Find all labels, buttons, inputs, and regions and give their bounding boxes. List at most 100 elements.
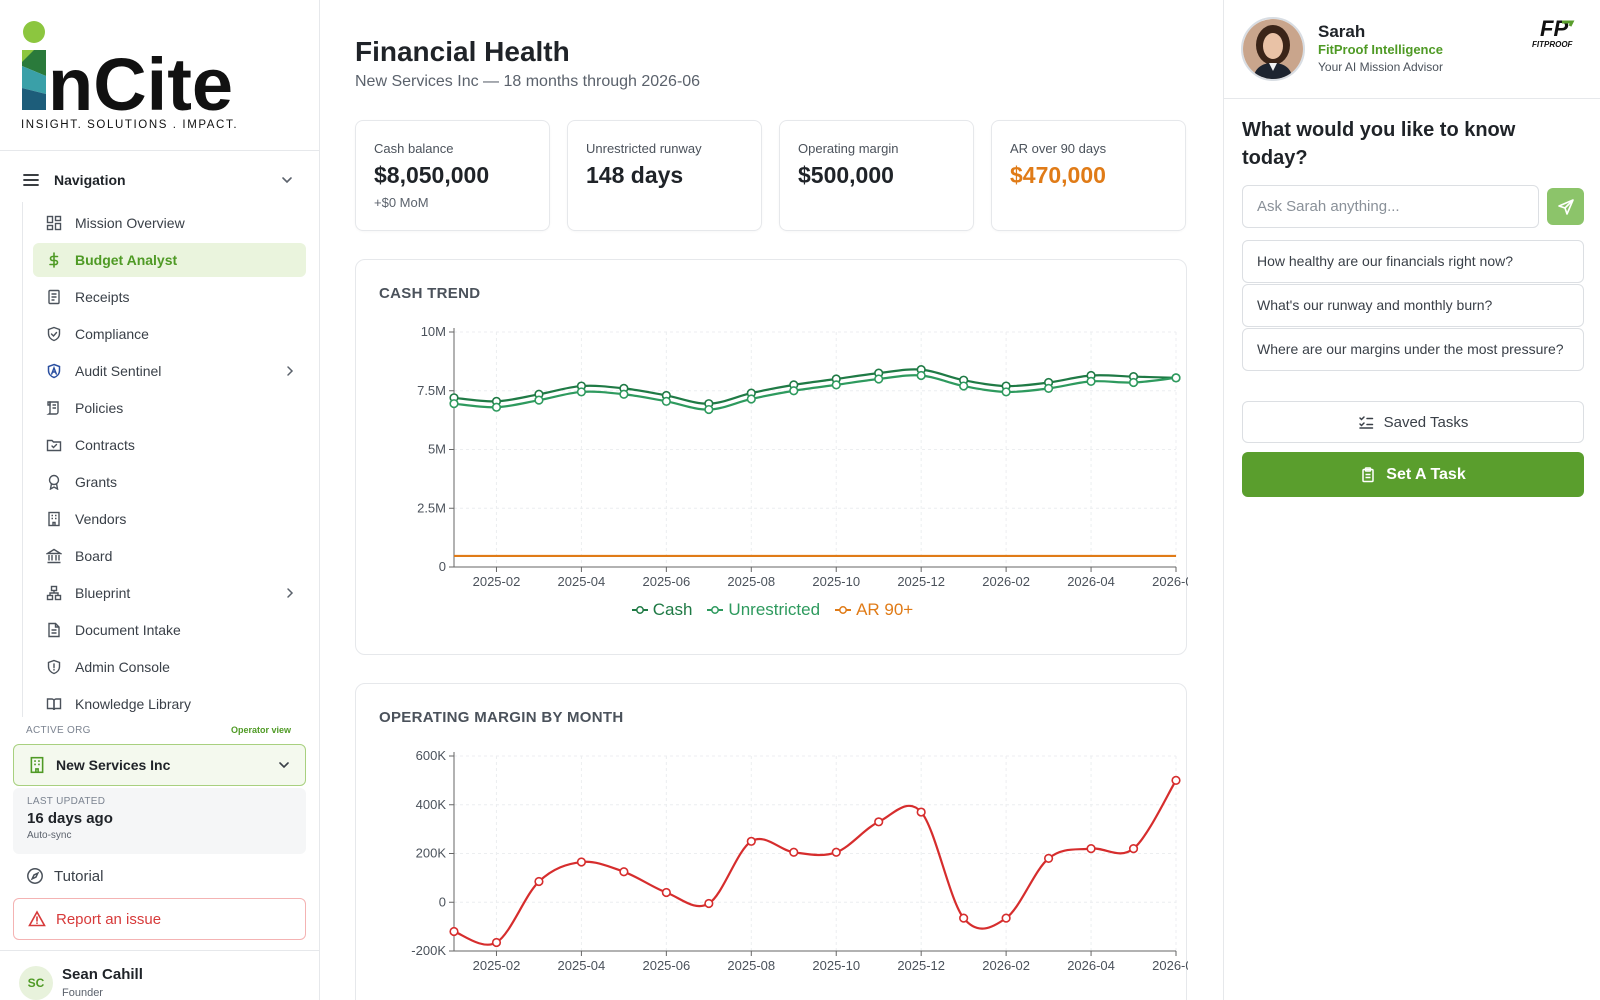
y-tick-label: 5M [428, 442, 446, 457]
kpi-value: $470,000 [1010, 162, 1106, 188]
folder-check-icon [45, 436, 63, 454]
suggested-question[interactable]: Where are our margins under the most pre… [1242, 328, 1584, 371]
sidebar-item-admin-console[interactable]: Admin Console [33, 650, 306, 684]
sidebar-item-label: Document Intake [75, 622, 181, 638]
x-tick-label: 2025-06 [642, 574, 690, 589]
data-point [1128, 377, 1139, 388]
legend-item[interactable]: Cash [631, 600, 693, 620]
sidebar-item-policies[interactable]: Policies [33, 391, 306, 425]
legend-swatch-icon [631, 606, 648, 614]
fitproof-logo: FP FITPROOF [1532, 16, 1575, 49]
navigation-toggle[interactable]: Navigation [22, 166, 294, 194]
x-tick-label: 2026-04 [1067, 574, 1115, 589]
x-tick-label: 2025-04 [558, 574, 606, 589]
chart-legend: Cash Unrestricted AR 90+ [356, 600, 1188, 620]
list-check-icon [1358, 416, 1373, 429]
sidebar-item-knowledge-library[interactable]: Knowledge Library [33, 687, 306, 717]
tutorial-label: Tutorial [54, 867, 104, 885]
fitproof-logo-mark: FP [1540, 16, 1568, 41]
data-point [704, 404, 714, 415]
clipboard-icon [1362, 466, 1375, 482]
data-point [959, 913, 969, 923]
sidebar-item-vendors[interactable]: Vendors [33, 502, 306, 536]
data-point [831, 380, 841, 390]
data-point [1171, 373, 1181, 383]
sidebar-item-blueprint[interactable]: Blueprint [33, 576, 306, 610]
data-point [789, 386, 799, 396]
data-point [1128, 844, 1139, 854]
send-icon [1557, 198, 1574, 215]
legend-item[interactable]: Unrestricted [706, 600, 820, 620]
data-point [1043, 383, 1054, 393]
data-point [1171, 775, 1181, 785]
data-point [661, 887, 671, 898]
data-point [874, 374, 884, 384]
x-tick-label: 2025-12 [897, 574, 945, 589]
data-point [789, 847, 799, 857]
prompt-heading: What would you like to know today? [1242, 119, 1516, 169]
sidebar-item-grants[interactable]: Grants [33, 465, 306, 499]
kpi-card-cash-balance: Cash balance $8,050,000 +$0 MoM [355, 120, 550, 231]
sidebar-item-contracts[interactable]: Contracts [33, 428, 306, 462]
legend-label: Unrestricted [728, 600, 821, 619]
sidebar-item-document-intake[interactable]: Document Intake [33, 613, 306, 647]
legend-label: Cash [652, 600, 693, 619]
kpi-label: AR over 90 days [1010, 141, 1107, 156]
x-tick-label: 2025-10 [812, 574, 860, 589]
legend-item[interactable]: AR 90+ [834, 600, 913, 620]
grid-icon [45, 214, 63, 232]
send-button[interactable] [1547, 188, 1584, 225]
operator-view-badge[interactable]: Operator view [230, 725, 291, 735]
advisor-role: Your AI Mission Advisor [1318, 60, 1443, 74]
sidebar-item-board[interactable]: Board [33, 539, 306, 573]
chart-title: CASH TREND [379, 285, 481, 302]
org-selector[interactable]: New Services Inc [13, 744, 306, 786]
x-tick-label: 2025-08 [727, 574, 775, 589]
suggested-question[interactable]: What's our runway and monthly burn? [1242, 284, 1584, 327]
sidebar-item-audit-sentinel[interactable]: Audit Sentinel [33, 354, 306, 388]
advisor-name: Sarah [1318, 22, 1366, 41]
divider [1224, 98, 1600, 99]
legend-swatch-icon [835, 606, 852, 614]
kpi-value: 148 days [586, 162, 684, 188]
sidebar-item-label: Audit Sentinel [75, 363, 162, 379]
scroll-icon [45, 399, 63, 417]
network-icon [45, 584, 63, 602]
sidebar-item-label: Receipts [75, 289, 130, 305]
y-tick-label: 0 [439, 559, 446, 574]
logo-tagline: INSIGHT. SOLUTIONS . IMPACT. [21, 119, 238, 131]
cash-trend-chart: 0 2.5M 5M 7.5M 10M 2025-02 2025-04 2025-06 2025-… [417, 324, 1188, 589]
data-point [491, 402, 502, 412]
main-content: Financial Health New Services Inc — 18 m… [320, 0, 1223, 1000]
sidebar-item-label: Vendors [75, 511, 127, 527]
kpi-value: $8,050,000 [374, 162, 490, 188]
set-task-button[interactable]: Set A Task [1242, 452, 1584, 497]
report-issue-button[interactable]: Report an issue [13, 898, 306, 940]
suggested-question[interactable]: How healthy are our financials right now… [1242, 240, 1584, 283]
tutorial-link[interactable]: Tutorial [26, 866, 103, 886]
data-point [534, 876, 544, 887]
incite-logo[interactable]: nCite INSIGHT. SOLUTIONS . IMPACT. [20, 18, 260, 138]
saved-tasks-button[interactable]: Saved Tasks [1242, 401, 1584, 443]
y-tick-label: 10M [421, 324, 446, 339]
x-tick-label: 2026-06 [1152, 574, 1188, 589]
data-point [831, 847, 841, 857]
series-line [453, 374, 1177, 411]
sidebar-item-budget-analyst[interactable]: Budget Analyst [33, 243, 306, 277]
y-tick-label: 0 [439, 894, 446, 909]
chevron-right-icon [287, 366, 294, 376]
chart-title: OPERATING MARGIN BY MONTH [379, 709, 624, 726]
sync-mode: Auto-sync [27, 830, 72, 841]
chevron-down-icon [279, 762, 289, 769]
advisor-avatar[interactable] [1241, 17, 1305, 81]
avatar[interactable]: SC [19, 966, 53, 1000]
saved-tasks-label: Saved Tasks [1383, 413, 1469, 431]
kpi-label: Cash balance [374, 141, 454, 156]
sidebar-item-receipts[interactable]: Receipts [33, 280, 306, 314]
x-tick-label: 2025-06 [642, 958, 690, 973]
sidebar-item-mission-overview[interactable]: Mission Overview [33, 206, 306, 240]
ask-sarah-input[interactable] [1242, 185, 1539, 228]
sidebar-item-label: Board [75, 548, 113, 564]
divider [0, 950, 319, 951]
sidebar-item-compliance[interactable]: Compliance [33, 317, 306, 351]
